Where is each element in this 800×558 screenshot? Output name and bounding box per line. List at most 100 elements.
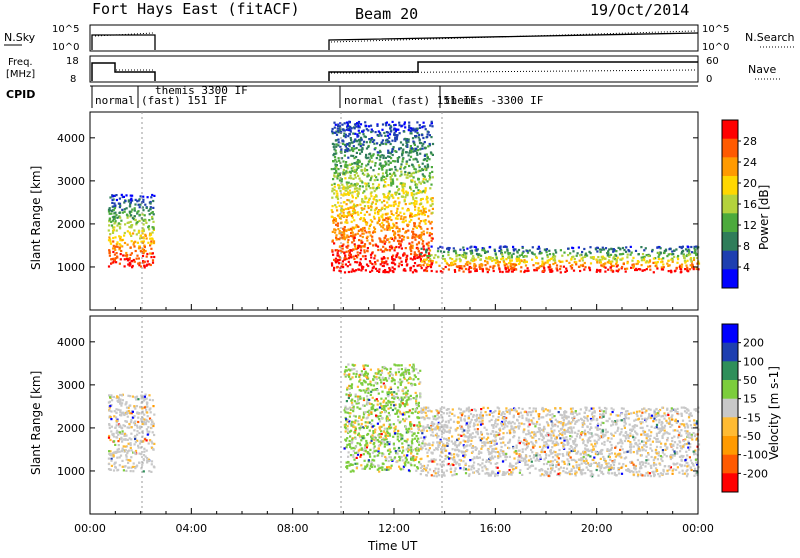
echo-cell [470, 259, 472, 261]
echo-cell [331, 168, 333, 170]
echo-cell [401, 261, 403, 263]
echo-cell [410, 452, 412, 454]
echo-cell [577, 433, 579, 435]
echo-cell [394, 160, 396, 162]
echo-cell [349, 201, 351, 203]
echo-cell [492, 257, 494, 259]
echo-cell [148, 219, 150, 221]
echo-cell [345, 408, 347, 410]
echo-cell [357, 268, 359, 270]
echo-cell [465, 263, 467, 265]
echo-cell [388, 160, 390, 162]
echo-cell [678, 472, 680, 474]
echo-cell [399, 124, 401, 126]
echo-cell [544, 249, 546, 251]
echo-cell [119, 198, 121, 200]
echo-cell [352, 232, 354, 234]
echo-cell [369, 141, 371, 143]
echo-cell [385, 248, 387, 250]
echo-cell [630, 254, 632, 256]
echo-cell [422, 173, 424, 175]
echo-cell [132, 466, 134, 468]
echo-cell [347, 363, 349, 365]
echo-cell [366, 417, 368, 419]
echo-cell [136, 430, 138, 432]
echo-cell [490, 258, 492, 260]
echo-cell [142, 201, 144, 203]
echo-cell [145, 394, 147, 396]
echo-cell [589, 246, 591, 248]
echo-cell [396, 178, 398, 180]
echo-cell [656, 265, 658, 267]
echo-cell [505, 271, 507, 273]
echo-cell [507, 250, 509, 252]
echo-cell [401, 446, 403, 448]
echo-cell [565, 268, 567, 270]
echo-cell [563, 252, 565, 254]
echo-cell [348, 271, 350, 273]
echo-cell [368, 390, 370, 392]
echo-cell [352, 454, 354, 456]
echo-cell [337, 225, 339, 227]
echo-cell [484, 260, 486, 262]
echo-cell [109, 233, 111, 235]
echo-cell [110, 430, 112, 432]
echo-cell [120, 250, 122, 252]
echo-cell [403, 376, 405, 378]
echo-cell [453, 247, 455, 249]
echo-cell [335, 237, 337, 239]
echo-cell [375, 439, 377, 441]
echo-cell [384, 468, 386, 470]
echo-cell [362, 200, 364, 202]
echo-cell [402, 221, 404, 223]
echo-cell [361, 374, 363, 376]
echo-cell [112, 240, 114, 242]
echo-cell [402, 399, 404, 401]
echo-cell [378, 447, 380, 449]
echo-cell [568, 262, 570, 264]
echo-cell [353, 141, 355, 143]
echo-cell [379, 159, 381, 161]
echo-cell [342, 263, 344, 265]
echo-cell [406, 255, 408, 257]
echo-cell [680, 429, 682, 431]
echo-cell [339, 230, 341, 232]
echo-cell [577, 252, 579, 254]
echo-cell [108, 458, 110, 460]
echo-cell [394, 263, 396, 265]
echo-cell [515, 264, 517, 266]
echo-cell [356, 401, 358, 403]
echo-cell [429, 249, 431, 251]
echo-cell [419, 148, 421, 150]
echo-cell [663, 418, 665, 420]
echo-cell [148, 442, 150, 444]
echo-cell [134, 424, 136, 426]
echo-cell [338, 160, 340, 162]
echo-cell [334, 153, 336, 155]
echo-cell [108, 229, 110, 231]
echo-cell [513, 249, 515, 251]
echo-cell [139, 453, 141, 455]
echo-cell [560, 265, 562, 267]
echo-cell [143, 265, 145, 267]
echo-cell [417, 428, 419, 430]
echo-cell [153, 213, 155, 215]
echo-cell [379, 403, 381, 405]
echo-cell [343, 192, 345, 194]
echo-cell [392, 180, 394, 182]
echo-cell [356, 370, 358, 372]
echo-cell [377, 454, 379, 456]
echo-cell [381, 201, 383, 203]
echo-cell [676, 262, 678, 264]
echo-cell [412, 271, 414, 273]
echo-cell [562, 470, 564, 472]
echo-cell [562, 425, 564, 427]
echo-cell [463, 265, 465, 267]
y-tick-label: 2000 [57, 218, 85, 231]
echo-cell [625, 246, 627, 248]
echo-cell [626, 256, 628, 258]
echo-cell [126, 214, 128, 216]
echo-cell [146, 428, 148, 430]
echo-cell [491, 448, 493, 450]
echo-cell [348, 121, 350, 123]
